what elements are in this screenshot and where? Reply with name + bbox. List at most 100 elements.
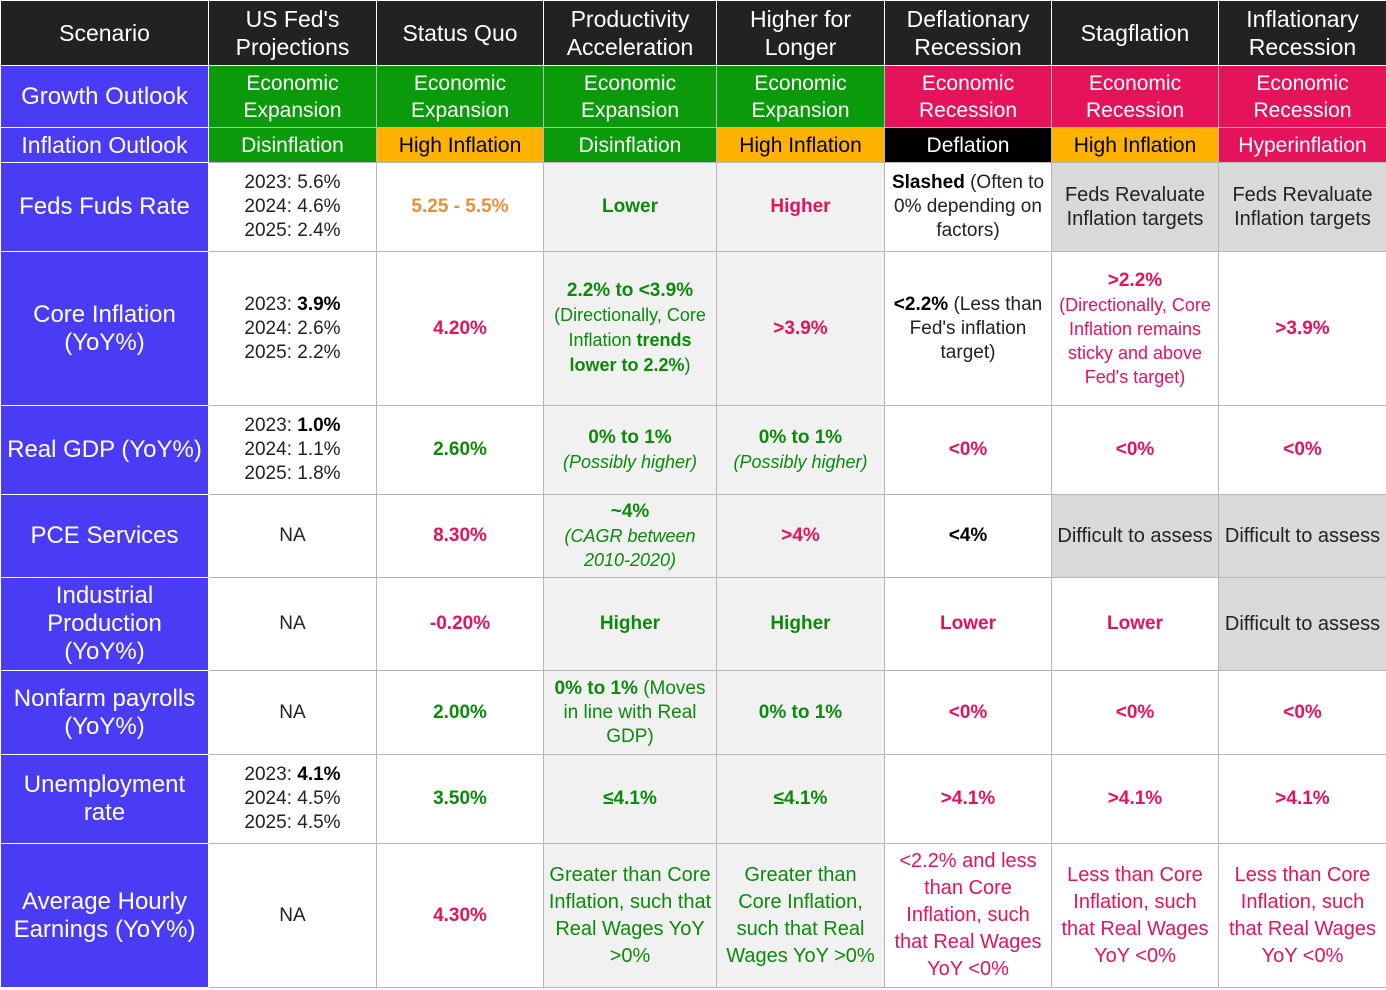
row-label-growth-outlook: Growth Outlook <box>0 65 209 128</box>
earnings-higher-longer: Greater than Core Inflation, such that R… <box>716 843 885 988</box>
growth-stagflation: Economic Recession <box>1051 65 1219 128</box>
fed-rate-row: Feds Fuds Rate 2023: 5.6% 2024: 4.6% 202… <box>0 162 1386 252</box>
nonfarm-stagflation: <0% <box>1051 670 1219 755</box>
real-gdp-productivity-value: 0% to 1% <box>588 427 672 448</box>
row-label-real-gdp: Real GDP (YoY%) <box>0 405 209 495</box>
real-gdp-2023-label: 2023: <box>244 415 298 436</box>
earnings-fed: NA <box>208 843 377 988</box>
core-inflation-2023-value: 3.9% <box>297 293 341 315</box>
pce-inflationary: Difficult to assess <box>1218 494 1386 578</box>
row-label-industrial: Industrial Production (YoY%) <box>0 577 209 671</box>
core-inflation-stagflation-rest: (Directionally, Core Inflation remains s… <box>1059 294 1211 387</box>
industrial-productivity: Higher <box>543 577 717 671</box>
real-gdp-deflationary: <0% <box>884 405 1052 495</box>
fed-rate-deflationary-bold: Slashed <box>891 172 965 193</box>
core-inflation-deflationary-rest: (Less than Fed's inflation target) <box>909 293 1043 363</box>
unemployment-2023-value: 4.1% <box>297 764 341 785</box>
row-label-core-inflation: Core Inflation (YoY%) <box>0 251 209 406</box>
earnings-row: Average Hourly Earnings (YoY%) NA 4.30% … <box>0 843 1386 988</box>
fed-rate-higher-longer: Higher <box>716 162 885 252</box>
core-inflation-deflationary-bold: <2.2% <box>893 293 949 315</box>
pce-productivity-value: ~4% <box>610 501 650 522</box>
inflation-fed: Disinflation <box>208 127 377 163</box>
core-inflation-deflationary: <2.2% (Less than Fed's inflation target) <box>884 251 1052 406</box>
industrial-row: Industrial Production (YoY%) NA -0.20% H… <box>0 577 1386 671</box>
inflation-inflationary: Hyperinflation <box>1218 127 1386 163</box>
row-label-inflation-outlook: Inflation Outlook <box>0 127 209 163</box>
row-label-fed-rate: Feds Fuds Rate <box>0 162 209 252</box>
core-inflation-productivity-range: 2.2% to <3.9% <box>566 280 694 301</box>
inflation-outlook-row: Inflation Outlook Disinflation High Infl… <box>0 127 1386 163</box>
earnings-stagflation: Less than Core Inflation, such that Real… <box>1051 843 1219 988</box>
core-inflation-2023: 2023: 3.9% <box>212 293 373 317</box>
header-fed-projections: US Fed's Projections <box>208 0 377 66</box>
nonfarm-status-quo: 2.00% <box>376 670 544 755</box>
real-gdp-status-quo: 2.60% <box>376 405 544 495</box>
growth-fed: Economic Expansion <box>208 65 377 128</box>
fed-rate-productivity: Lower <box>543 162 717 252</box>
fed-rate-stagflation: Feds Revaluate Inflation targets <box>1051 162 1219 252</box>
real-gdp-inflationary: <0% <box>1218 405 1386 495</box>
nonfarm-inflationary: <0% <box>1218 670 1386 755</box>
core-inflation-2024: 2024: 2.6% <box>244 317 341 339</box>
unemployment-deflationary: >4.1% <box>884 754 1052 844</box>
growth-outlook-row: Growth Outlook Economic Expansion Econom… <box>0 65 1386 128</box>
real-gdp-row: Real GDP (YoY%) 2023: 1.0% 2024: 1.1% 20… <box>0 405 1386 495</box>
row-label-unemployment: Unemployment rate <box>0 754 209 844</box>
fed-rate-inflationary: Feds Revaluate Inflation targets <box>1218 162 1386 252</box>
industrial-deflationary: Lower <box>884 577 1052 671</box>
unemployment-productivity: ≤4.1% <box>543 754 717 844</box>
row-label-pce: PCE Services <box>0 494 209 578</box>
pce-row: PCE Services NA 8.30% ~4% (CAGR between … <box>0 494 1386 578</box>
pce-stagflation: Difficult to assess <box>1051 494 1219 578</box>
inflation-status-quo: High Inflation <box>376 127 544 163</box>
real-gdp-higher-longer-note: (Possibly higher) <box>733 452 868 472</box>
pce-fed: NA <box>208 494 377 578</box>
header-row: Scenario US Fed's Projections Status Quo… <box>0 0 1386 66</box>
header-higher-for-longer: Higher for Longer <box>716 0 885 66</box>
inflation-productivity: Disinflation <box>543 127 717 163</box>
nonfarm-row: Nonfarm payrolls (YoY%) NA 2.00% 0% to 1… <box>0 670 1386 755</box>
inflation-deflationary: Deflation <box>884 127 1052 163</box>
core-inflation-productivity: 2.2% to <3.9% (Directionally, Core Infla… <box>543 251 717 406</box>
unemployment-higher-longer: ≤4.1% <box>716 754 885 844</box>
real-gdp-higher-longer: 0% to 1% (Possibly higher) <box>716 405 885 495</box>
nonfarm-deflationary: <0% <box>884 670 1052 755</box>
growth-status-quo: Economic Expansion <box>376 65 544 128</box>
row-label-earnings: Average Hourly Earnings (YoY%) <box>0 843 209 988</box>
unemployment-2023-label: 2023: <box>244 764 298 785</box>
core-inflation-productivity-note: (Directionally, Core Inflation trends lo… <box>554 305 706 375</box>
earnings-inflationary: Less than Core Inflation, such that Real… <box>1218 843 1386 988</box>
real-gdp-fed: 2023: 1.0% 2024: 1.1% 2025: 1.8% <box>208 405 377 495</box>
unemployment-inflationary: >4.1% <box>1218 754 1386 844</box>
industrial-fed: NA <box>208 577 377 671</box>
inflation-higher-longer: High Inflation <box>716 127 885 163</box>
core-inflation-2025: 2025: 2.2% <box>244 341 341 363</box>
core-inflation-inflationary: >3.9% <box>1218 251 1386 406</box>
industrial-inflationary: Difficult to assess <box>1218 577 1386 671</box>
unemployment-2023: 2023: 4.1% <box>212 763 373 787</box>
row-label-nonfarm: Nonfarm payrolls (YoY%) <box>0 670 209 755</box>
fed-rate-fed: 2023: 5.6% 2024: 4.6% 2025: 2.4% <box>208 162 377 252</box>
growth-deflationary: Economic Recession <box>884 65 1052 128</box>
growth-higher-longer: Economic Expansion <box>716 65 885 128</box>
header-scenario: Scenario <box>0 0 209 66</box>
nonfarm-fed: NA <box>208 670 377 755</box>
fed-rate-2023: 2023: 5.6% <box>244 172 341 193</box>
real-gdp-2023: 2023: 1.0% <box>212 414 373 438</box>
core-inflation-productivity-note-c: ) <box>684 355 691 375</box>
nonfarm-productivity-rest: (Moves in line with Real GDP) <box>563 677 706 747</box>
real-gdp-2023-value: 1.0% <box>297 415 341 436</box>
core-inflation-status-quo: 4.20% <box>376 251 544 406</box>
pce-higher-longer: >4% <box>716 494 885 578</box>
header-stagflation: Stagflation <box>1051 0 1219 66</box>
unemployment-row: Unemployment rate 2023: 4.1% 2024: 4.5% … <box>0 754 1386 844</box>
real-gdp-productivity-note: (Possibly higher) <box>562 452 698 472</box>
industrial-higher-longer: Higher <box>716 577 885 671</box>
industrial-stagflation: Lower <box>1051 577 1219 671</box>
header-inflationary-recession: Inflationary Recession <box>1218 0 1386 66</box>
core-inflation-2023-label: 2023: <box>244 293 298 315</box>
unemployment-2024: 2024: 4.5% <box>244 788 341 809</box>
pce-status-quo: 8.30% <box>376 494 544 578</box>
core-inflation-productivity-note-a: (Directionally, Core Inflation <box>554 305 706 350</box>
